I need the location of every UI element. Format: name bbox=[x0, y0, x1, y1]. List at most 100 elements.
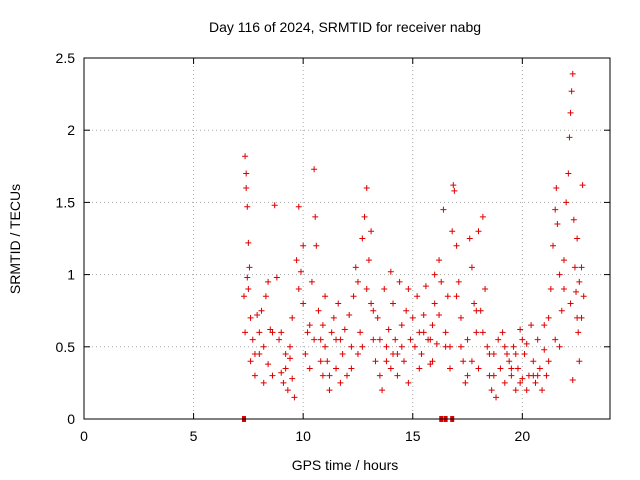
data-point bbox=[282, 351, 289, 358]
data-point bbox=[512, 387, 519, 394]
data-point bbox=[519, 336, 526, 343]
data-point bbox=[297, 268, 304, 275]
data-point bbox=[372, 358, 379, 365]
data-point bbox=[282, 365, 289, 372]
data-point bbox=[444, 293, 451, 300]
data-point bbox=[245, 286, 252, 293]
data-point bbox=[254, 312, 261, 319]
data-point bbox=[570, 216, 577, 223]
data-point bbox=[530, 372, 537, 379]
data-point bbox=[574, 235, 581, 242]
data-point bbox=[508, 365, 515, 372]
x-axis-ticks: 0 5 10 15 20 bbox=[80, 58, 530, 444]
data-point bbox=[482, 286, 489, 293]
data-point bbox=[344, 372, 350, 379]
data-point bbox=[416, 365, 423, 372]
data-point bbox=[431, 300, 438, 307]
data-point bbox=[569, 70, 576, 77]
data-point bbox=[365, 257, 372, 264]
data-point bbox=[514, 365, 521, 372]
data-point bbox=[473, 329, 480, 336]
data-point bbox=[431, 271, 438, 278]
data-point bbox=[579, 182, 586, 189]
data-point bbox=[260, 379, 267, 386]
data-point bbox=[484, 343, 491, 350]
data-point bbox=[466, 235, 473, 242]
data-point bbox=[306, 365, 313, 372]
data-point bbox=[571, 264, 578, 271]
data-point bbox=[370, 307, 377, 314]
data-point bbox=[519, 375, 526, 382]
data-point bbox=[566, 134, 573, 141]
data-point bbox=[287, 343, 294, 350]
data-point bbox=[260, 343, 267, 350]
data-point bbox=[251, 372, 258, 379]
data-point bbox=[387, 268, 394, 275]
data-point bbox=[512, 351, 519, 358]
data-point bbox=[479, 329, 486, 336]
data-point bbox=[471, 300, 478, 307]
data-point bbox=[278, 329, 285, 336]
data-point bbox=[453, 242, 460, 249]
data-point bbox=[302, 351, 309, 358]
x-tick-label: 0 bbox=[80, 428, 88, 444]
data-point bbox=[333, 365, 340, 372]
data-point bbox=[405, 286, 412, 293]
data-point bbox=[508, 372, 515, 379]
data-point bbox=[429, 358, 436, 365]
data-point bbox=[273, 274, 280, 281]
data-point bbox=[418, 351, 425, 358]
data-point bbox=[560, 257, 567, 264]
data-point bbox=[407, 336, 414, 343]
data-point bbox=[523, 340, 530, 347]
data-point bbox=[357, 329, 364, 336]
data-point bbox=[352, 264, 359, 271]
data-point bbox=[284, 387, 291, 394]
data-point bbox=[573, 288, 580, 295]
data-point bbox=[293, 257, 300, 264]
data-point bbox=[405, 379, 412, 386]
data-point bbox=[475, 228, 482, 235]
data-point bbox=[346, 312, 353, 319]
data-point bbox=[438, 278, 445, 285]
data-point bbox=[556, 343, 563, 350]
data-point bbox=[568, 88, 575, 95]
data-point bbox=[556, 271, 563, 278]
data-point bbox=[563, 199, 570, 206]
data-point bbox=[541, 322, 548, 329]
data-point bbox=[243, 170, 250, 177]
data-point bbox=[479, 213, 486, 220]
data-point bbox=[317, 336, 324, 343]
data-points bbox=[240, 70, 587, 401]
data-point bbox=[468, 358, 475, 365]
data-point bbox=[464, 336, 471, 343]
data-point bbox=[289, 375, 296, 382]
data-point bbox=[552, 206, 559, 213]
data-point bbox=[311, 336, 318, 343]
data-point bbox=[411, 343, 418, 350]
data-point bbox=[354, 278, 361, 285]
data-point bbox=[324, 358, 331, 365]
data-point bbox=[265, 361, 272, 368]
data-point bbox=[376, 336, 383, 343]
data-point bbox=[348, 343, 355, 350]
data-point bbox=[313, 242, 320, 249]
data-point bbox=[390, 300, 397, 307]
data-point bbox=[576, 278, 583, 285]
data-point bbox=[565, 170, 572, 177]
data-point bbox=[341, 326, 348, 333]
plot-frame bbox=[83, 57, 611, 420]
data-point bbox=[280, 379, 287, 386]
data-point bbox=[521, 351, 528, 358]
data-point bbox=[333, 336, 340, 343]
data-point bbox=[567, 109, 574, 116]
data-point bbox=[363, 286, 370, 293]
data-point bbox=[558, 307, 565, 314]
data-point bbox=[447, 365, 454, 372]
data-point bbox=[475, 365, 482, 372]
data-point bbox=[574, 314, 581, 321]
data-point bbox=[312, 213, 319, 220]
data-point bbox=[247, 314, 254, 321]
data-point bbox=[379, 387, 386, 394]
data-point bbox=[545, 314, 552, 321]
